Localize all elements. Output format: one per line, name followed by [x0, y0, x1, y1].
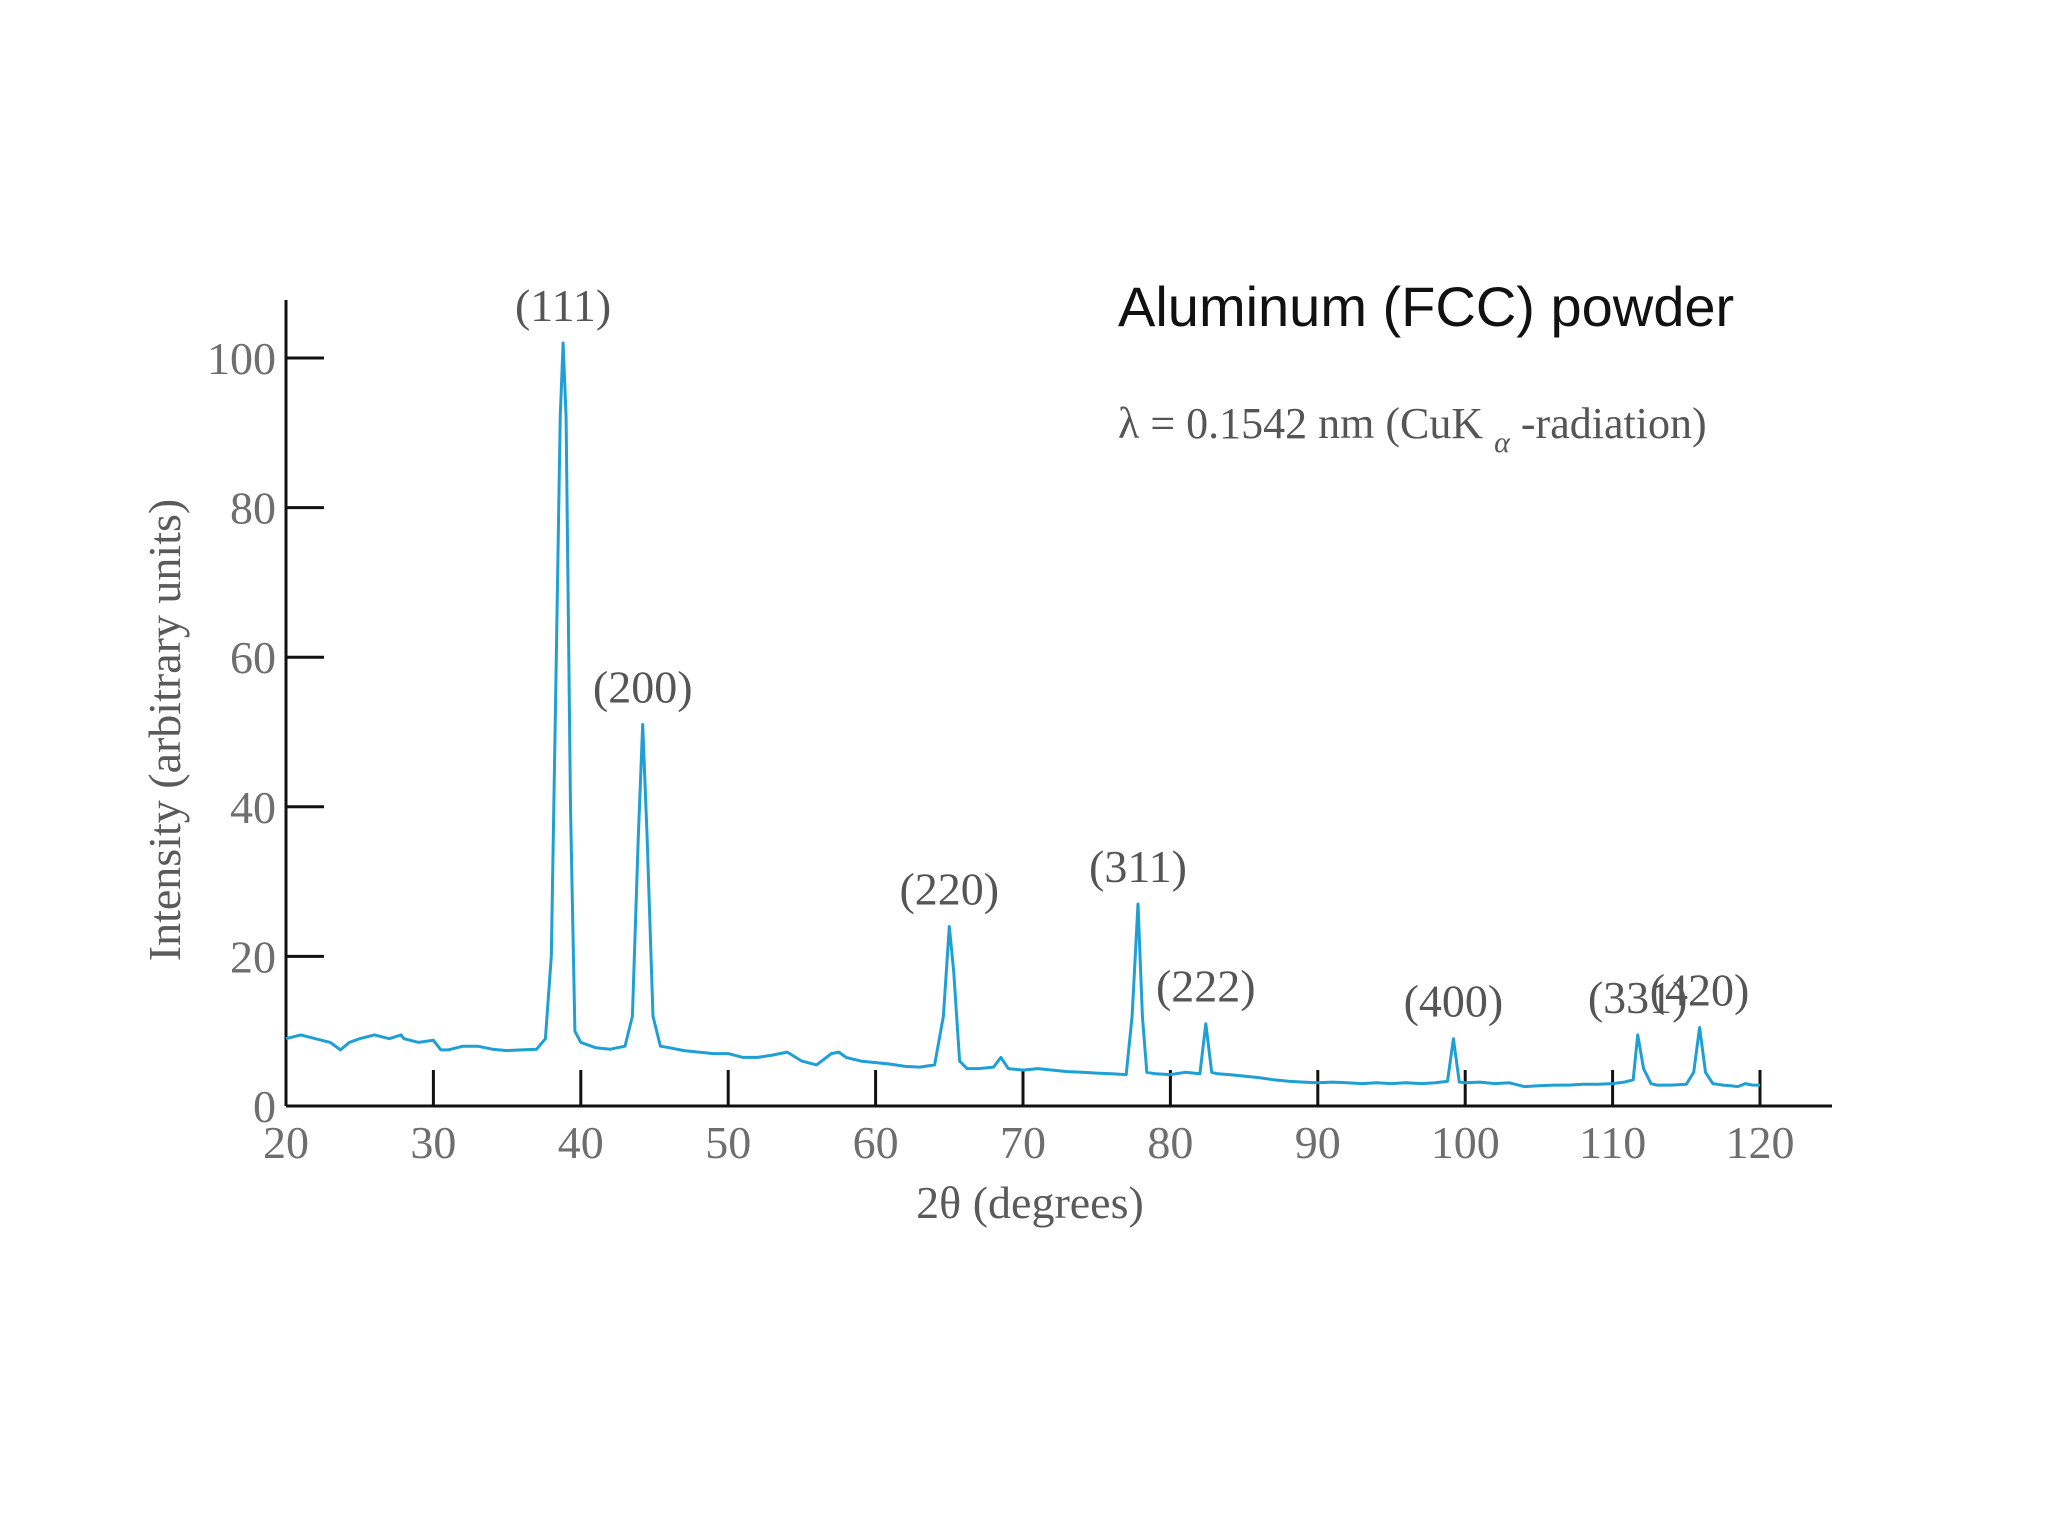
- x-tick-label: 40: [558, 1117, 604, 1168]
- subtitle-prefix: λ = 0.1542 nm (CuK: [1118, 399, 1483, 448]
- x-tick-label: 80: [1147, 1117, 1193, 1168]
- peak-label: (111): [515, 280, 611, 331]
- x-tick-label: 120: [1726, 1117, 1795, 1168]
- series-group: [285, 341, 1760, 1089]
- peak-label: (420): [1650, 964, 1750, 1015]
- x-tick-label: 50: [705, 1117, 751, 1168]
- peak-label: (222): [1156, 961, 1256, 1012]
- x-tick-label: 20: [263, 1117, 309, 1168]
- y-axis-label: Intensity (arbitrary units): [139, 499, 190, 961]
- chart-subtitle: λ = 0.1542 nm (CuK α -radiation): [1118, 399, 1707, 462]
- subtitle-subscript: α: [1494, 426, 1511, 459]
- axes: [284, 300, 1832, 1108]
- x-tick-label: 70: [1000, 1117, 1046, 1168]
- chart-title: Aluminum (FCC) powder: [1118, 275, 1734, 338]
- x-tick-label: 110: [1579, 1117, 1646, 1168]
- x-tick-label: 60: [853, 1117, 899, 1168]
- x-tick-label: 30: [410, 1117, 456, 1168]
- y-tick-label: 60: [230, 632, 276, 683]
- peak-label: (200): [593, 662, 693, 713]
- y-tick-label: 100: [207, 333, 276, 384]
- peak-label: (220): [899, 863, 999, 914]
- peak-label: (311): [1089, 841, 1187, 892]
- x-axis-label: 2θ (degrees): [916, 1177, 1144, 1228]
- peak-label: (331): [1588, 972, 1688, 1023]
- subtitle-suffix: -radiation): [1521, 399, 1707, 448]
- y-tick-label: 80: [230, 483, 276, 534]
- y-tick-label: 0: [253, 1081, 276, 1132]
- peak-label: (400): [1404, 976, 1504, 1027]
- diffraction-pattern-line: [285, 341, 1760, 1089]
- x-tick-label: 100: [1431, 1117, 1500, 1168]
- y-tick-label: 20: [230, 931, 276, 982]
- y-tick-label: 40: [230, 782, 276, 833]
- peak-labels: (111) (200) (220) (311) (222) (400) (331)(420): [515, 280, 1749, 1027]
- x-tick-label: 90: [1295, 1117, 1341, 1168]
